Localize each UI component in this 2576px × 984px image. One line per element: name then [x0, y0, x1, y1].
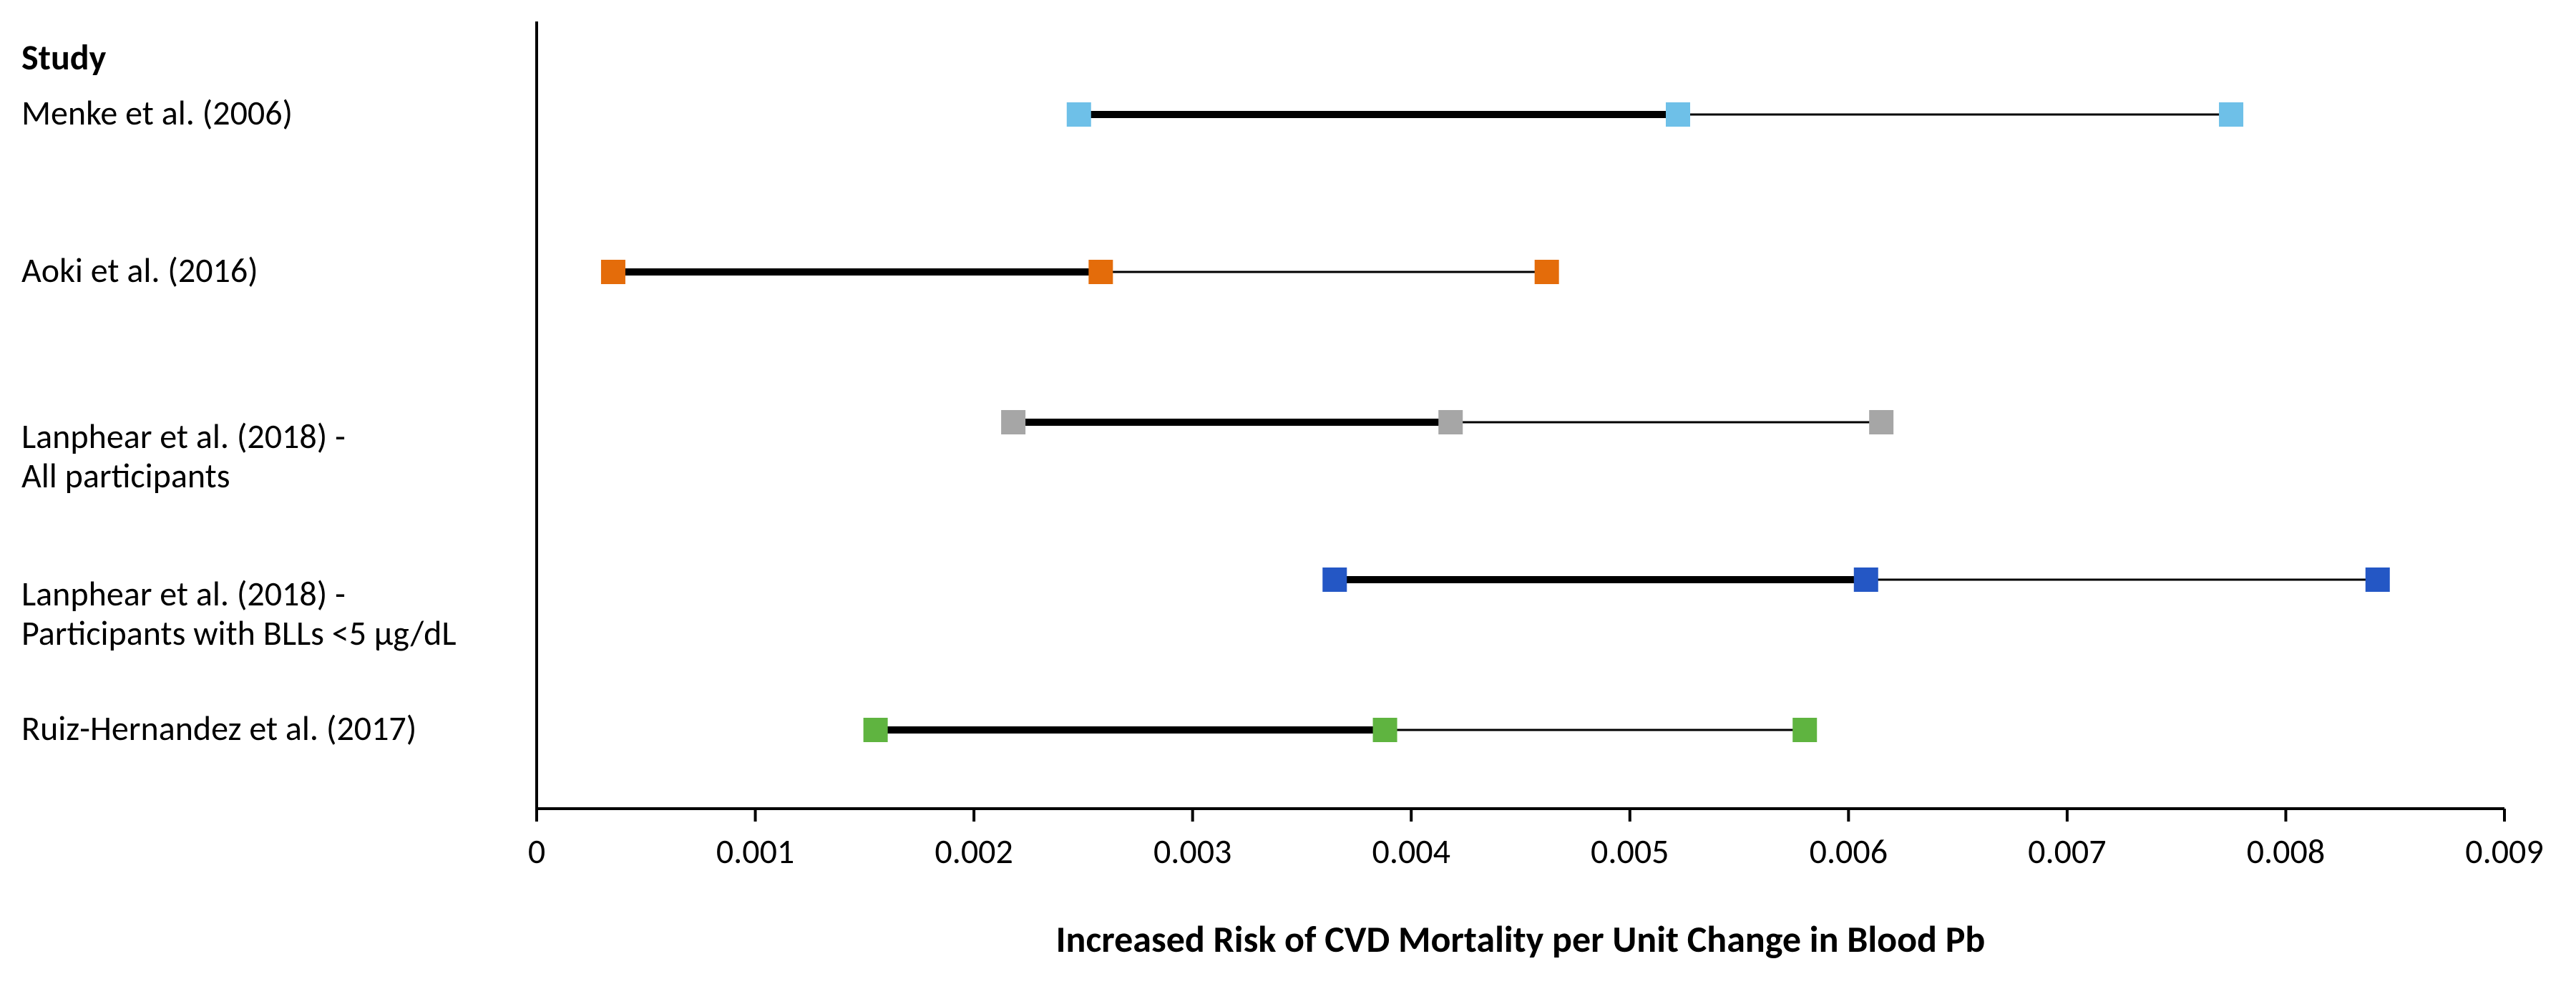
forest-plot-svg — [0, 0, 2576, 984]
x-tick-label: 0.005 — [1591, 830, 1669, 872]
x-tick-label: 0.004 — [1372, 830, 1450, 872]
x-tick-label: 0.001 — [716, 830, 794, 872]
x-tick-label: 0.006 — [1810, 830, 1888, 872]
x-axis-title: Increased Risk of CVD Mortality per Unit… — [537, 916, 2504, 962]
x-tick-label: 0.009 — [2465, 830, 2543, 872]
chart-container: Study Menke et al. (2006) Aoki et al. (2… — [0, 0, 2576, 984]
x-tick-label: 0.007 — [2028, 830, 2106, 872]
x-tick-label: 0 — [528, 830, 545, 872]
x-tick-label: 0.002 — [935, 830, 1013, 872]
x-tick-label: 0.008 — [2247, 830, 2325, 872]
x-tick-label: 0.003 — [1153, 830, 1231, 872]
